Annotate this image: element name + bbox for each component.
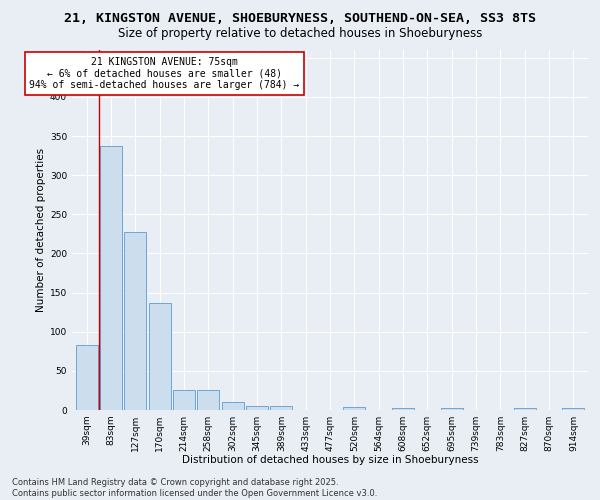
Text: 21 KINGSTON AVENUE: 75sqm
← 6% of detached houses are smaller (48)
94% of semi-d: 21 KINGSTON AVENUE: 75sqm ← 6% of detach… xyxy=(29,57,299,90)
Bar xyxy=(343,407,365,410)
Text: 21, KINGSTON AVENUE, SHOEBURYNESS, SOUTHEND-ON-SEA, SS3 8TS: 21, KINGSTON AVENUE, SHOEBURYNESS, SOUTH… xyxy=(64,12,536,26)
Bar xyxy=(197,390,219,410)
Bar xyxy=(392,408,414,410)
Text: Size of property relative to detached houses in Shoeburyness: Size of property relative to detached ho… xyxy=(118,28,482,40)
Bar xyxy=(76,345,98,410)
Bar xyxy=(149,303,170,410)
Bar xyxy=(124,232,146,410)
Bar xyxy=(562,408,584,410)
Bar xyxy=(221,402,244,410)
Bar xyxy=(441,408,463,410)
Bar xyxy=(246,406,268,410)
Bar xyxy=(271,406,292,410)
Bar xyxy=(173,390,195,410)
Bar xyxy=(514,408,536,410)
X-axis label: Distribution of detached houses by size in Shoeburyness: Distribution of detached houses by size … xyxy=(182,456,478,466)
Bar xyxy=(100,146,122,410)
Y-axis label: Number of detached properties: Number of detached properties xyxy=(36,148,46,312)
Text: Contains HM Land Registry data © Crown copyright and database right 2025.
Contai: Contains HM Land Registry data © Crown c… xyxy=(12,478,377,498)
